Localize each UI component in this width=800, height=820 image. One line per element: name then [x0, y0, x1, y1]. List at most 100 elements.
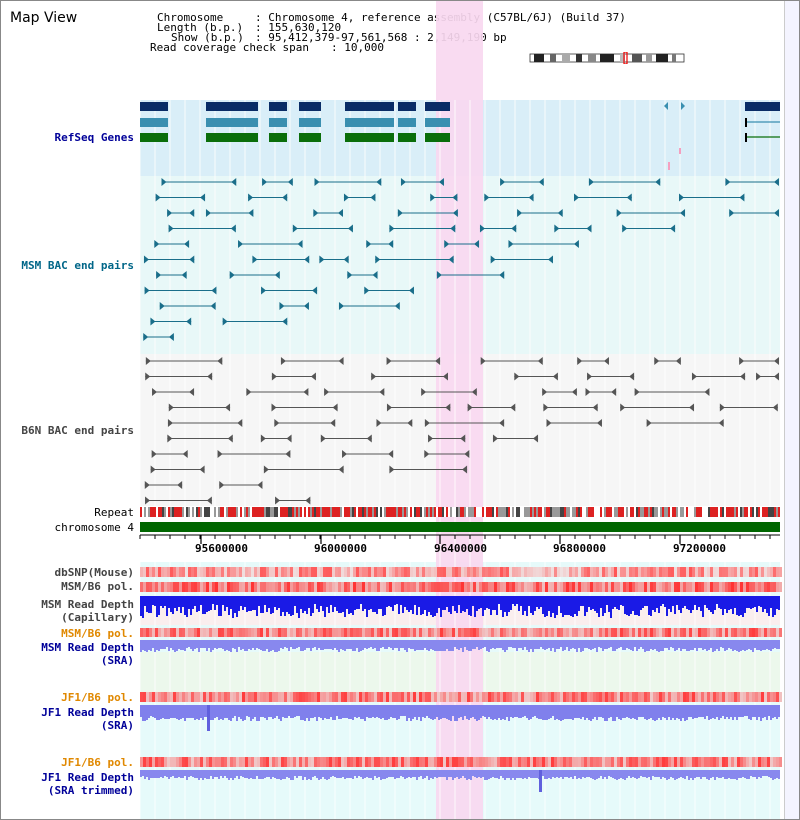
bac-end [588, 178, 594, 186]
bac-end [332, 403, 338, 412]
bac-end [467, 403, 473, 412]
gene-block [299, 118, 321, 127]
bac-end [313, 209, 319, 217]
bac-end [557, 209, 563, 217]
track-label-refseq[interactable]: RefSeq Genes [54, 131, 134, 144]
bac-end [231, 178, 237, 186]
bac-end [206, 496, 212, 505]
track-label-msm-depth-sra[interactable]: MSM Read Depth [41, 641, 134, 654]
bac-end [499, 419, 505, 427]
bac-end [159, 302, 165, 310]
ruler-tick-label: 96000000 [314, 542, 367, 555]
bac-end [596, 419, 602, 427]
bac-end [297, 240, 303, 248]
bac-end [543, 403, 549, 412]
bac-end [585, 388, 591, 396]
gene-block [206, 102, 258, 111]
gene-arrow [681, 102, 685, 110]
bac-end [168, 224, 174, 233]
bac-end [161, 178, 167, 186]
bac-end [546, 419, 552, 427]
gene-block [345, 133, 394, 142]
bac-end [626, 193, 632, 202]
bac-end [474, 240, 480, 248]
bac-end [305, 496, 311, 505]
track-label-jf1-depth-trimmed[interactable]: JF1 Read Depth [41, 771, 134, 784]
bac-end [145, 357, 151, 365]
bac-end [282, 317, 288, 326]
track-label-dbsnp[interactable]: dbSNP(Mouse) [54, 566, 134, 579]
track-label-msm-b6-pol-2[interactable]: MSM/B6 pol. [61, 627, 134, 640]
bac-end [444, 240, 450, 248]
track-label-jf1-b6-pol-1[interactable]: JF1/B6 pol. [61, 691, 134, 704]
bac-end [376, 419, 382, 427]
bac-end [144, 481, 150, 489]
bac-end [740, 372, 746, 381]
bac-end [154, 240, 160, 248]
bac-end [145, 372, 151, 381]
bac-end [189, 388, 195, 396]
track-label-sra-2: (SRA) [100, 719, 134, 732]
bac-end [611, 388, 617, 396]
bac-end [428, 434, 434, 443]
bac-end [338, 465, 344, 474]
track-label-msm-bac[interactable]: MSM BAC end pairs [21, 259, 134, 272]
bac-end [670, 224, 676, 233]
gene-block [345, 102, 394, 111]
bac-end [271, 403, 277, 412]
bac-end [257, 481, 263, 489]
bac-end [205, 209, 211, 217]
bac-end [394, 302, 400, 310]
length-label: Length (b.p.) [157, 21, 244, 34]
right-scroll-panel[interactable] [784, 0, 800, 820]
bac-end [252, 255, 258, 264]
bac-end [167, 209, 173, 217]
ruler-tick-label: 95600000 [195, 542, 248, 555]
bac-end [774, 372, 779, 381]
bac-end [285, 450, 291, 458]
bac-end [492, 434, 498, 443]
bac-end [320, 434, 326, 443]
bac-end [445, 403, 451, 412]
bac-end [774, 357, 779, 365]
bac-end [500, 178, 506, 186]
bac-end [675, 357, 681, 365]
bac-end [499, 271, 505, 279]
track-label-capillary: (Capillary) [61, 611, 134, 624]
bac-end [219, 481, 225, 489]
bac-end [533, 434, 539, 443]
bac-end [646, 419, 652, 427]
bac-end [144, 286, 150, 295]
bac-end [464, 450, 470, 458]
bac-end [388, 240, 394, 248]
ruler-tick-label: 97200000 [673, 542, 726, 555]
track-label-repeat: Repeat [94, 506, 134, 519]
coverage-label: Read coverage check span [150, 41, 309, 54]
bac-end [181, 271, 187, 279]
track-label-jf1-b6-pol-2[interactable]: JF1/B6 pol. [61, 756, 134, 769]
track-label-msm-b6-pol-1[interactable]: MSM/B6 pol. [61, 580, 134, 593]
bac-end [397, 209, 403, 217]
bac-end [774, 209, 779, 217]
bac-end [514, 372, 520, 381]
gene-block [299, 133, 321, 142]
bac-end [729, 209, 735, 217]
bac-end [262, 178, 268, 186]
bac-end [167, 434, 173, 443]
bac-end [554, 224, 560, 233]
coverage-value: : 10,000 [331, 41, 384, 54]
track-label-sra-trimmed: (SRA trimmed) [47, 784, 134, 797]
track-label-jf1-depth-sra[interactable]: JF1 Read Depth [41, 706, 134, 719]
bac-end [537, 357, 543, 365]
bac-end [386, 403, 392, 412]
bac-end [304, 255, 310, 264]
chromosome-ideogram[interactable] [528, 52, 688, 64]
track-label-msm-depth-capillary[interactable]: MSM Read Depth [41, 598, 134, 611]
bac-end [430, 193, 436, 202]
chromosome-bar [140, 522, 780, 532]
bac-end [389, 465, 395, 474]
bac-end [725, 178, 731, 186]
track-label-b6n-bac[interactable]: B6N BAC end pairs [21, 424, 134, 437]
bac-end [372, 271, 378, 279]
